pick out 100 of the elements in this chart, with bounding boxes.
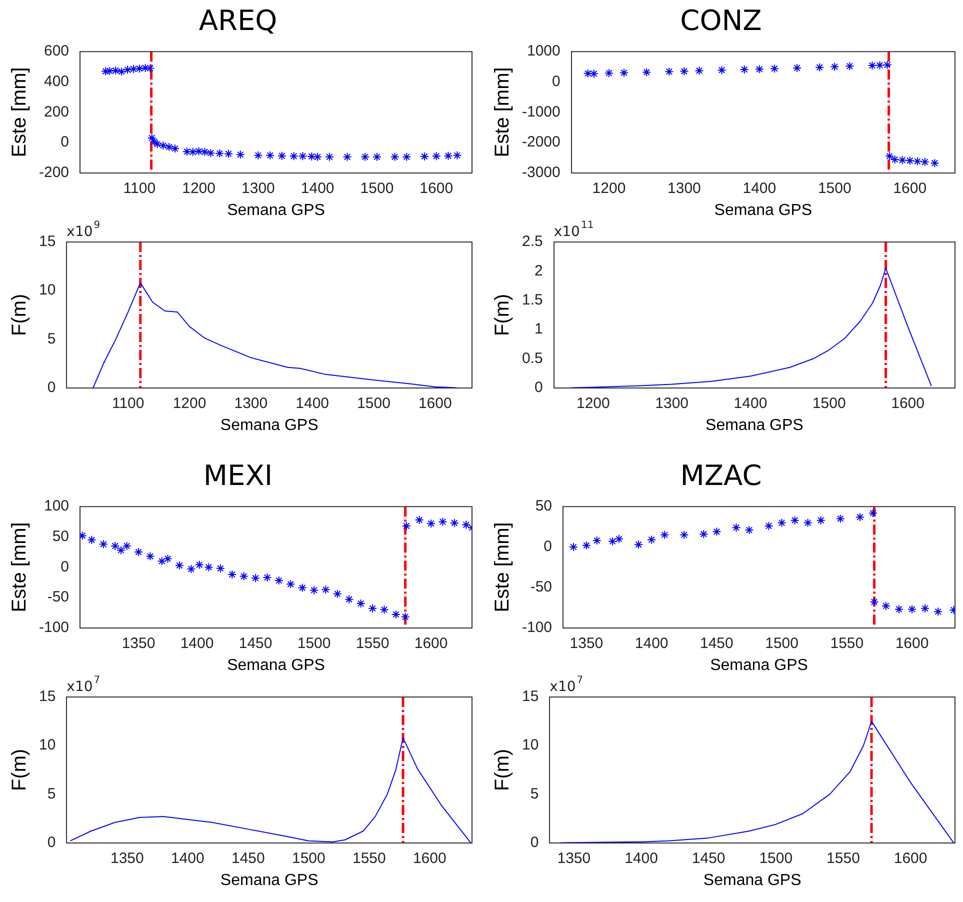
point <box>608 536 618 546</box>
point <box>790 516 800 525</box>
x-axis-title: Semana GPS <box>220 872 318 889</box>
point <box>342 152 352 162</box>
point <box>870 597 879 606</box>
point <box>158 141 168 150</box>
point <box>313 152 322 162</box>
y-tick-label: 0 <box>47 378 56 396</box>
y-tick-label: 0 <box>60 558 70 576</box>
y-axis-title: F(m) <box>492 748 514 791</box>
x-tick-label: 1600 <box>420 180 454 197</box>
point <box>98 540 108 549</box>
x-tick-label: 1500 <box>759 850 793 867</box>
x-tick-label: 1200 <box>576 394 610 412</box>
x-tick-label: 1600 <box>418 394 452 412</box>
point <box>194 146 204 156</box>
x-tick-label: 1350 <box>570 634 604 652</box>
point <box>934 607 943 616</box>
point <box>568 542 578 552</box>
x-tick-label: 1550 <box>830 634 864 652</box>
point <box>712 527 722 536</box>
point <box>634 540 644 550</box>
x-tick-label: 1550 <box>356 634 390 652</box>
point <box>920 604 930 613</box>
y-tick-label: 2.5 <box>522 233 543 250</box>
point <box>717 66 726 75</box>
x-tick-label: 1450 <box>238 634 272 652</box>
x-tick-label: 1400 <box>296 394 330 412</box>
point <box>664 67 674 76</box>
point <box>680 66 689 76</box>
point <box>239 572 248 581</box>
y-tick-label: 10 <box>522 736 539 754</box>
y-tick-label: 1 <box>534 320 543 338</box>
point <box>224 149 233 158</box>
x-tick-label: 1300 <box>655 394 689 412</box>
point <box>236 150 245 160</box>
point <box>764 521 774 530</box>
point <box>200 147 210 156</box>
y-tick-label: -50 <box>47 588 70 606</box>
point <box>642 68 652 77</box>
point <box>420 152 429 161</box>
point <box>390 152 400 162</box>
x-tick-label: 1600 <box>412 850 446 867</box>
point <box>604 68 614 78</box>
x-axis-title: Semana GPS <box>220 416 318 434</box>
point <box>360 152 370 162</box>
point <box>266 150 275 160</box>
point <box>186 564 196 574</box>
y-axis-title: Este [mm] <box>8 522 31 612</box>
y-tick-label: 0.5 <box>522 350 543 367</box>
y-tick-label: -50 <box>530 578 552 596</box>
point <box>122 541 132 550</box>
x-tick-label: 1400 <box>734 394 768 412</box>
x-tick-label: 1500 <box>360 180 394 197</box>
y-axis-title: Este [mm] <box>492 67 514 158</box>
y-tick-label: -2000 <box>522 134 560 151</box>
point <box>868 61 877 70</box>
point <box>391 610 400 619</box>
point <box>882 60 892 70</box>
point <box>462 520 471 530</box>
y-tick-label: 0 <box>47 834 56 851</box>
y-tick-label: 1000 <box>526 42 560 60</box>
point <box>368 604 378 613</box>
chart-title: MZAC <box>680 459 762 492</box>
x-tick-label: 1500 <box>297 634 331 652</box>
point <box>372 152 382 162</box>
point <box>289 152 298 161</box>
point <box>855 512 864 522</box>
point <box>194 560 204 570</box>
x-axis-title: Semana GPS <box>703 872 802 889</box>
point <box>699 530 708 539</box>
x-tick-label: 1300 <box>242 180 275 197</box>
point <box>754 64 764 74</box>
x-tick-label: 1500 <box>357 394 390 412</box>
y-tick-label: 0 <box>530 834 539 851</box>
point <box>803 518 812 528</box>
point <box>816 516 826 525</box>
point <box>402 152 412 162</box>
point <box>152 140 162 149</box>
x-tick-label: 1550 <box>352 850 386 867</box>
x-axis-title: Semana GPS <box>227 656 325 674</box>
point <box>444 151 453 160</box>
point <box>905 156 914 166</box>
y-tick-label: 15 <box>38 233 56 250</box>
point <box>298 583 307 592</box>
y-tick-label: -200 <box>38 164 70 181</box>
chart-title: MEXI <box>203 459 273 492</box>
point <box>402 521 411 530</box>
point <box>744 526 754 535</box>
x-tick-label: 1400 <box>624 850 658 867</box>
point <box>894 604 904 614</box>
point <box>344 594 354 604</box>
point <box>170 144 180 154</box>
point <box>332 589 342 598</box>
point <box>836 514 845 524</box>
x-tick-label: 1600 <box>414 634 448 652</box>
x-tick-label: 1550 <box>826 850 860 867</box>
x-tick-label: 1600 <box>894 850 928 867</box>
point <box>582 540 591 550</box>
point <box>583 68 592 78</box>
